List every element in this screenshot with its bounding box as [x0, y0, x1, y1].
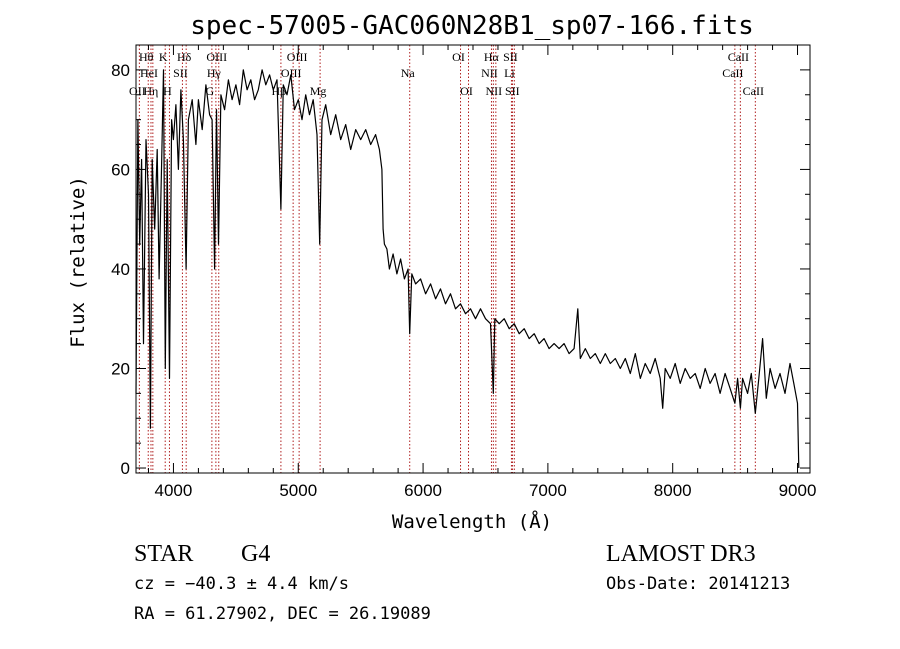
line-marker-label: SII [173, 66, 188, 80]
x-tick-label: 9000 [779, 481, 817, 500]
y-axis-label: Flux (relative) [67, 176, 89, 348]
line-marker-label: OIII [281, 66, 302, 80]
line-marker-label: OII [129, 84, 146, 98]
line-marker-label: NII [486, 84, 503, 98]
x-tick-label: 6000 [404, 481, 442, 500]
line-marker-label: Hγ [207, 66, 222, 80]
x-tick-label: 8000 [654, 481, 692, 500]
line-marker-label: OIII [206, 50, 227, 64]
x-tick-label: 4000 [155, 481, 193, 500]
y-tick-label: 0 [121, 459, 130, 478]
line-marker-label: SII [505, 84, 520, 98]
line-marker-label: Mg [310, 84, 327, 98]
object-class: STAR [134, 541, 193, 567]
observation-date: Obs-Date: 20141213 [606, 574, 790, 594]
line-marker-label: Hη [143, 84, 158, 98]
line-marker-label: Li [504, 66, 515, 80]
plot-frame [135, 44, 811, 474]
line-marker-label: H [163, 84, 172, 98]
axis-ticks [136, 44, 810, 473]
spectrum-line [135, 69, 800, 469]
line-marker-label: Hα [484, 50, 500, 64]
line-marker-label: CaII [743, 84, 764, 98]
y-tick-label: 20 [111, 359, 130, 378]
line-marker-label: Hθ [139, 50, 154, 64]
x-tick-label: 7000 [529, 481, 567, 500]
spectrum-series [135, 69, 800, 469]
x-axis-label: Wavelength (Å) [392, 510, 552, 533]
x-tick-label: 5000 [279, 481, 317, 500]
line-marker-label: OIII [287, 50, 308, 64]
coordinates: RA = 61.27902, DEC = 26.19089 [134, 604, 431, 624]
line-marker-label: G [206, 84, 215, 98]
line-marker-label: SII [503, 50, 518, 64]
axis-tick-labels: 4000 5000 6000 7000 8000 9000 0 20 40 60 80 [111, 61, 816, 500]
y-tick-label: 80 [111, 61, 130, 80]
line-marker-label: CaII [728, 50, 749, 64]
chart-title: spec-57005-GAC060N28B1_sp07-166.fits [190, 11, 754, 41]
y-tick-label: 40 [111, 260, 130, 279]
line-marker-label: Hδ [177, 50, 192, 64]
line-marker-label: Na [401, 66, 416, 80]
redshift-value: cz = −40.3 ± 4.4 km/s [134, 574, 349, 594]
line-marker-label: OI [452, 50, 465, 64]
line-marker-label: CaII [722, 66, 743, 80]
object-subclass: G4 [241, 541, 270, 567]
survey-name: LAMOST DR3 [606, 541, 756, 567]
line-marker-label: OI [460, 84, 473, 98]
line-marker-label: HeI [140, 66, 158, 80]
line-marker-label: NII [481, 66, 498, 80]
line-marker-label: K [159, 50, 168, 64]
y-tick-label: 60 [111, 160, 130, 179]
